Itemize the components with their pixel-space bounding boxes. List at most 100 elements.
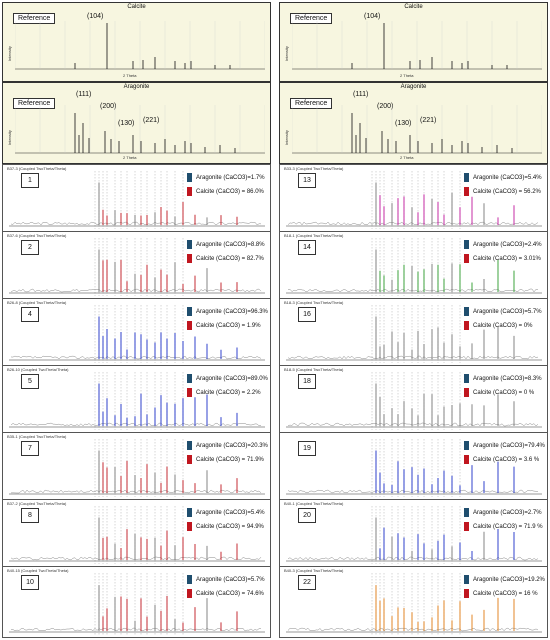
- peak-label: (104): [364, 13, 381, 20]
- peak-label: (111): [353, 91, 369, 98]
- y-axis-label: Intensity: [7, 46, 12, 61]
- calcite-value: Calcite (CaCO3) = 0 %: [473, 390, 535, 397]
- aragonite-swatch: [187, 441, 192, 450]
- calcite-swatch: [464, 589, 469, 598]
- baseline-trace: [287, 288, 539, 293]
- calcite-value: Calcite (CaCO3) = 71.9 %: [473, 524, 543, 531]
- peak-label: (104): [87, 13, 104, 20]
- legend-aragonite: Aragonite (CaCO3)=5.4%: [464, 173, 542, 182]
- calcite-reference-pattern: [15, 21, 265, 70]
- y-axis-label: Intensity: [284, 46, 289, 61]
- peak-label: (221): [420, 117, 437, 124]
- baseline-trace: [10, 422, 262, 427]
- calcite-value: Calcite (CaCO3) = 94.9%: [196, 524, 264, 531]
- aragonite-reference: Aragonite Reference (111) (200) (130) (2…: [2, 82, 271, 164]
- baseline-trace: [10, 355, 262, 360]
- legend-aragonite: Aragonite (CaCO3)=96.3%: [187, 307, 268, 316]
- aragonite-swatch: [464, 508, 469, 517]
- panel-number: 8: [21, 508, 39, 523]
- aragonite-value: Aragonite (CaCO3)=96.3%: [196, 309, 268, 316]
- legend-aragonite: Aragonite (CaCO3)=2.4%: [464, 240, 542, 249]
- panel-title: B26-10 (Coupled TwoTheta/Theta): [7, 367, 69, 372]
- aragonite-swatch: [187, 575, 192, 584]
- peak-label: (111): [76, 91, 92, 98]
- aragonite-swatch: [187, 173, 192, 182]
- legend-calcite: Calcite (CaCO3) = 71.9 %: [464, 522, 543, 531]
- xrd-pattern: [9, 171, 265, 229]
- calcite-value: Calcite (CaCO3) = 3.01%: [473, 256, 541, 263]
- legend-calcite: Calcite (CaCO3) = 94.9%: [187, 522, 264, 531]
- panel-number: 13: [298, 173, 316, 188]
- aragonite-value: Aragonite (CaCO3)=5.4%: [473, 175, 542, 182]
- legend-calcite: Calcite (CaCO3) = 71.9%: [187, 455, 264, 464]
- aragonite-swatch: [187, 240, 192, 249]
- aragonite-value: Aragonite (CaCO3)=2.4%: [473, 242, 542, 249]
- xrd-panel-18: B18-5 (Coupled TwoTheta/Theta) 18 Aragonit…: [279, 365, 548, 433]
- legend-aragonite: Aragonite (CaCO3)=2.7%: [464, 508, 542, 517]
- xrd-pattern: [9, 372, 265, 430]
- legend-aragonite: Aragonite (CaCO3)=19.2%: [464, 575, 545, 584]
- calcite-reference: Calcite Reference (104) Intensity 2 Thet…: [279, 2, 548, 82]
- xrd-pattern: [286, 439, 542, 497]
- peak-label: (130): [118, 120, 135, 127]
- panel-number: 10: [21, 575, 39, 590]
- panel-title: B37-2 (Coupled TwoTheta/Theta): [7, 501, 67, 506]
- reference-label: Reference: [13, 13, 56, 24]
- calcite-swatch: [187, 187, 192, 196]
- calcite-value: Calcite (CaCO3) = 2.2%: [196, 390, 261, 397]
- xrd-pattern: [9, 573, 265, 635]
- calcite-value: Calcite (CaCO3) = 3.6 %: [473, 457, 540, 464]
- legend-calcite: Calcite (CaCO3) = 86.0%: [187, 187, 264, 196]
- reference-title: Calcite: [127, 4, 146, 10]
- panel-number: 19: [298, 441, 316, 456]
- calcite-swatch: [464, 187, 469, 196]
- calcite-value: Calcite (CaCO3) = 16 %: [473, 591, 538, 598]
- xrd-panel-5: B26-10 (Coupled TwoTheta/Theta) 5 Aragonit…: [2, 365, 271, 433]
- legend-aragonite: Aragonite (CaCO3)=5.7%: [187, 575, 265, 584]
- legend-calcite: Calcite (CaCO3) = 16 %: [464, 589, 538, 598]
- xrd-panel-20: B40-1 (Coupled TwoTheta/Theta) 20 Aragonit…: [279, 499, 548, 567]
- aragonite-value: Aragonite (CaCO3)=79.4%: [473, 443, 545, 450]
- aragonite-value: Aragonite (CaCO3)=19.2%: [473, 577, 545, 584]
- reference-label: Reference: [13, 98, 56, 109]
- legend-calcite: Calcite (CaCO3) = 3.6 %: [464, 455, 539, 464]
- legend-aragonite: Aragonite (CaCO3)=5.4%: [187, 508, 265, 517]
- xrd-panel-10: B40-15 (Coupled TwoTheta/Theta) 10 Aragoni…: [2, 566, 271, 638]
- panel-title: B35-1 (Coupled TwoTheta/Theta): [7, 434, 67, 439]
- legend-calcite: Calcite (CaCO3) = 0%: [464, 321, 533, 330]
- calcite-swatch: [187, 254, 192, 263]
- legend-aragonite: Aragonite (CaCO3)=89.0%: [187, 374, 268, 383]
- baseline-trace: [287, 355, 539, 360]
- legend-aragonite: Aragonite (CaCO3)=5.7%: [464, 307, 542, 316]
- legend-aragonite: Aragonite (CaCO3)=79.4%: [464, 441, 545, 450]
- x-axis-label: 2 Theta: [400, 73, 414, 78]
- xrd-pattern: [286, 372, 542, 430]
- aragonite-swatch: [187, 307, 192, 316]
- xrd-panel-16: B18-3 (Coupled TwoTheta/Theta) 16 Aragonit…: [279, 298, 548, 366]
- aragonite-value: Aragonite (CaCO3)=5.7%: [473, 309, 542, 316]
- legend-aragonite: Aragonite (CaCO3)=1.7%: [187, 173, 265, 182]
- peak-label: (130): [395, 120, 412, 127]
- legend-calcite: Calcite (CaCO3) = 0 %: [464, 388, 534, 397]
- xrd-panel-4: B26-8 (Coupled TwoTheta/Theta) 4 Aragonite…: [2, 298, 271, 366]
- legend-calcite: Calcite (CaCO3) = 82.7%: [187, 254, 264, 263]
- panel-number: 5: [21, 374, 39, 389]
- legend-aragonite: Aragonite (CaCO3)=20.3%: [187, 441, 268, 450]
- calcite-reference-pattern: [292, 21, 542, 70]
- xrd-panel-22: B40-3 (Coupled TwoTheta/Theta) 22 Aragonit…: [279, 566, 548, 638]
- x-axis-label: 2 Theta: [123, 155, 137, 160]
- panel-number: 1: [21, 173, 39, 188]
- calcite-swatch: [464, 321, 469, 330]
- legend-calcite: Calcite (CaCO3) = 3.01%: [464, 254, 541, 263]
- xrd-panel-2: B37-6 (Coupled TwoTheta/Theta) 2 Aragonite…: [2, 231, 271, 299]
- xrd-pattern: [286, 171, 542, 229]
- baseline-trace: [10, 627, 262, 632]
- aragonite-value: Aragonite (CaCO3)=2.7%: [473, 510, 542, 517]
- calcite-value: Calcite (CaCO3) = 1.9%: [196, 323, 261, 330]
- panel-title: B26-8 (Coupled TwoTheta/Theta): [7, 300, 67, 305]
- panel-number: 18: [298, 374, 316, 389]
- calcite-value: Calcite (CaCO3) = 56.2%: [473, 189, 541, 196]
- aragonite-reference-pattern: [15, 105, 265, 154]
- calcite-value: Calcite (CaCO3) = 86.0%: [196, 189, 264, 196]
- xrd-pattern: [9, 238, 265, 296]
